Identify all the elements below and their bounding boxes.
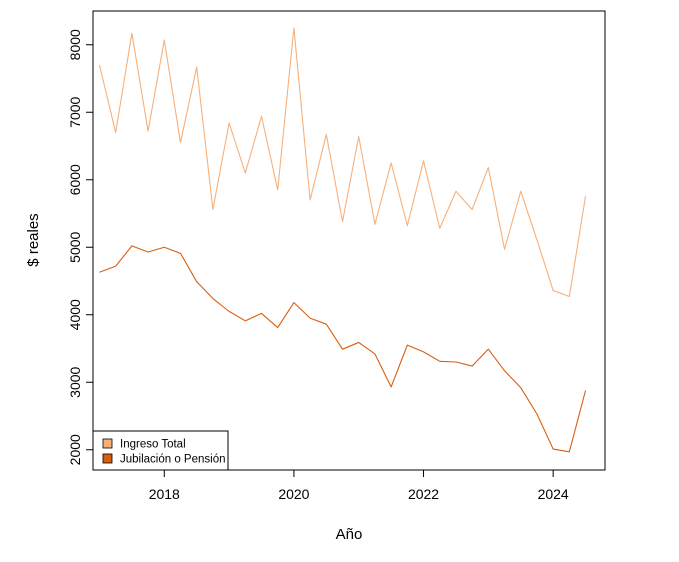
y-tick-label: 7000 — [67, 96, 83, 127]
legend-label-jubilacion: Jubilación o Pensión — [120, 454, 226, 466]
legend-label-ingreso-total: Ingreso Total — [120, 439, 186, 451]
y-tick-label: 2000 — [67, 434, 83, 465]
y-tick-label: 5000 — [67, 231, 83, 262]
y-axis: 2000 3000 4000 5000 6000 7000 8000 — [67, 29, 93, 465]
y-tick-label: 4000 — [67, 299, 83, 330]
y-tick-label: 8000 — [67, 29, 83, 60]
series-line-ingreso-total — [98, 27, 587, 298]
legend-swatch-ingreso-total — [102, 438, 113, 449]
plot-frame — [92, 10, 606, 471]
y-tick-label: 6000 — [67, 164, 83, 195]
x-tick-label: 2018 — [149, 486, 180, 502]
x-axis: 2018 2020 2022 2024 — [149, 470, 569, 502]
x-tick-label: 2022 — [408, 486, 439, 502]
x-tick-label: 2020 — [278, 486, 309, 502]
series-layer — [98, 27, 587, 453]
x-axis-title: Año — [336, 526, 363, 543]
legend-box — [92, 430, 229, 471]
legend: Ingreso Total Jubilación o Pensión — [92, 430, 229, 471]
series-line-jubilacion-o-pension — [99, 245, 587, 453]
y-axis-title: $ reales — [25, 213, 42, 266]
x-tick-label: 2024 — [538, 486, 569, 502]
legend-swatch-jubilacion — [102, 453, 113, 464]
y-tick-label: 3000 — [67, 366, 83, 397]
